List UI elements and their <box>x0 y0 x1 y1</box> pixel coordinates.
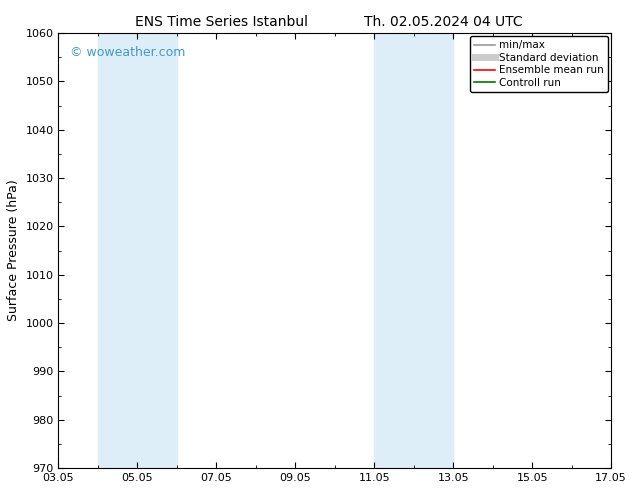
Text: Th. 02.05.2024 04 UTC: Th. 02.05.2024 04 UTC <box>365 15 523 29</box>
Bar <box>98 33 177 468</box>
Text: © woweather.com: © woweather.com <box>70 46 185 59</box>
Text: ENS Time Series Istanbul: ENS Time Series Istanbul <box>136 15 308 29</box>
Legend: min/max, Standard deviation, Ensemble mean run, Controll run: min/max, Standard deviation, Ensemble me… <box>470 36 608 92</box>
Bar <box>374 33 453 468</box>
Y-axis label: Surface Pressure (hPa): Surface Pressure (hPa) <box>7 180 20 321</box>
